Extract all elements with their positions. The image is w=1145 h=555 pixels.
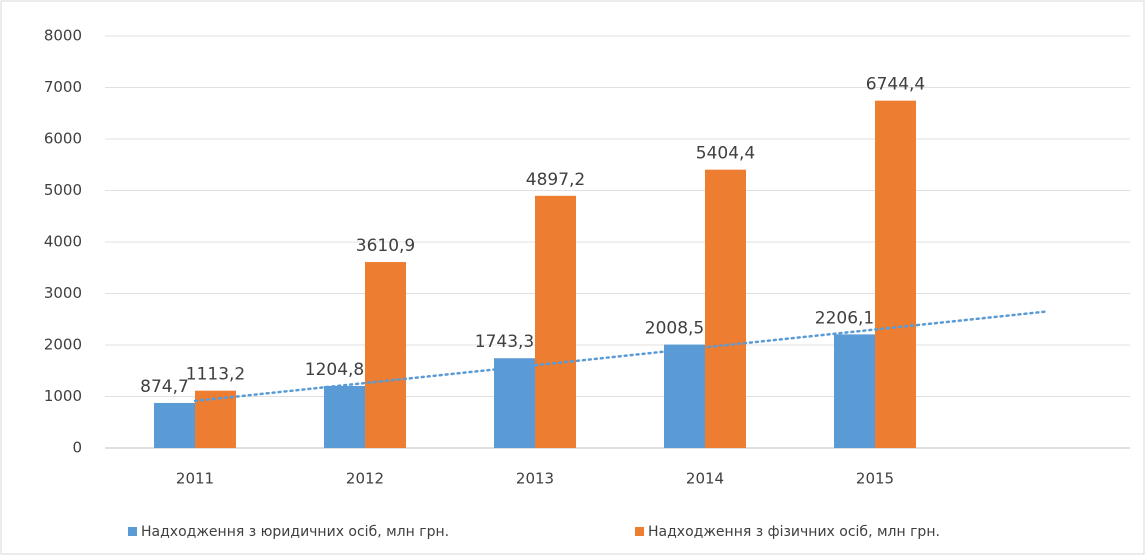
legend-swatch bbox=[128, 527, 137, 536]
x-tick-label: 2011 bbox=[176, 470, 214, 488]
bar bbox=[535, 195, 576, 448]
value-label: 6744,4 bbox=[866, 75, 925, 95]
value-label: 2206,1 bbox=[815, 308, 874, 328]
bar bbox=[664, 344, 705, 448]
y-tick-label: 1000 bbox=[44, 387, 82, 405]
x-tick-label: 2012 bbox=[346, 470, 384, 488]
bar bbox=[154, 402, 195, 448]
value-label: 1743,3 bbox=[475, 332, 534, 352]
y-tick-label: 6000 bbox=[44, 130, 82, 148]
y-tick-label: 4000 bbox=[44, 233, 82, 251]
value-label: 1113,2 bbox=[186, 365, 245, 385]
legend-label: Надходження з фізичних осіб, млн грн. bbox=[648, 524, 940, 540]
trendline bbox=[193, 310, 1047, 403]
bar bbox=[365, 262, 406, 448]
value-label: 2008,5 bbox=[645, 319, 704, 339]
bar bbox=[705, 169, 746, 448]
x-tick-label: 2013 bbox=[516, 470, 554, 488]
y-tick-label: 5000 bbox=[44, 181, 82, 199]
value-label: 1204,8 bbox=[305, 360, 364, 380]
value-label: 874,7 bbox=[140, 377, 189, 397]
y-tick-label: 0 bbox=[72, 439, 82, 457]
x-tick-label: 2014 bbox=[686, 470, 724, 488]
bar bbox=[324, 385, 365, 448]
value-label: 3610,9 bbox=[356, 236, 415, 256]
bar bbox=[494, 358, 535, 448]
y-tick-label: 7000 bbox=[44, 78, 82, 96]
value-label: 5404,4 bbox=[696, 144, 755, 164]
y-tick-label: 3000 bbox=[44, 284, 82, 302]
y-tick-label: 2000 bbox=[44, 336, 82, 354]
bar bbox=[834, 334, 875, 448]
y-tick-label: 8000 bbox=[44, 27, 82, 45]
bar bbox=[875, 100, 916, 449]
x-tick-label: 2015 bbox=[856, 470, 894, 488]
legend-label: Надходження з юридичних осіб, млн грн. bbox=[141, 524, 449, 540]
legend-swatch bbox=[635, 527, 644, 536]
value-label: 4897,2 bbox=[526, 170, 585, 190]
